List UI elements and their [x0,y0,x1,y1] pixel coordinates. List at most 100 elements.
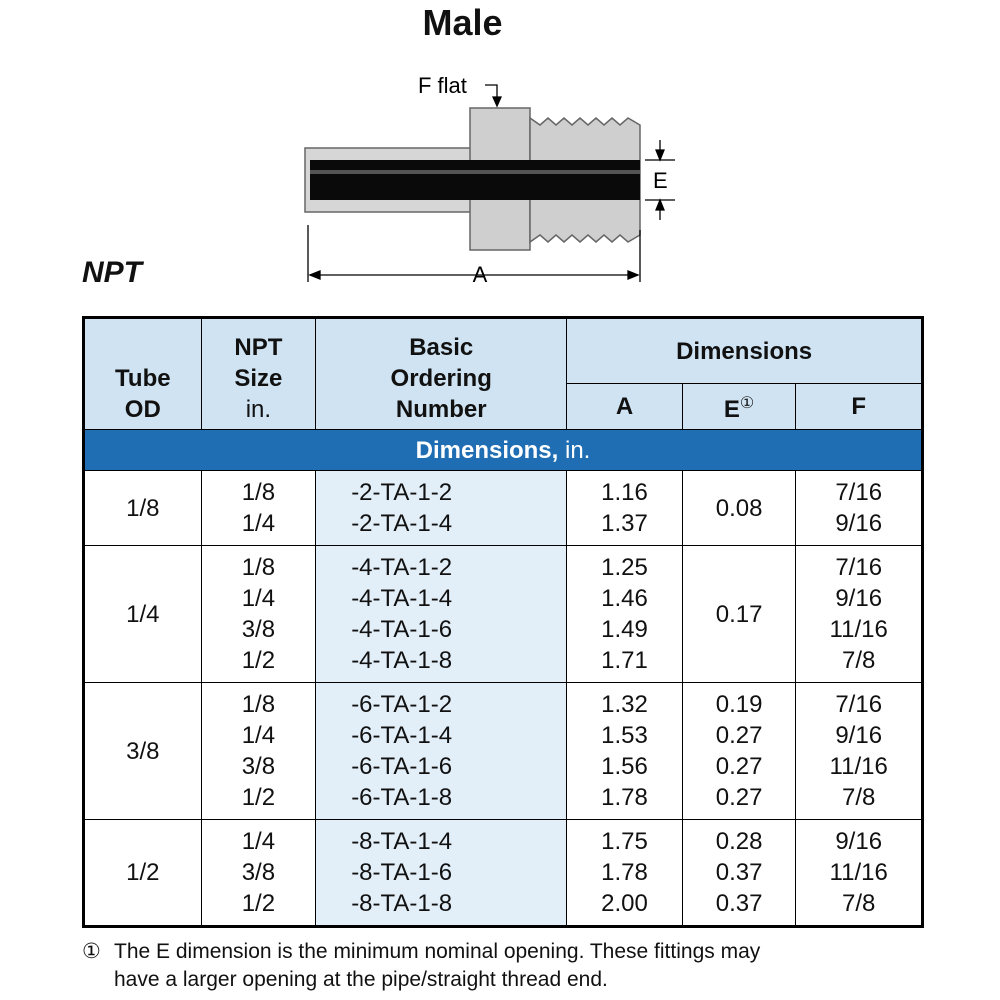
footnote-mark: ① [82,940,101,963]
title: Male [422,2,503,43]
cell-text: 1.46 [601,585,648,612]
header-text: Tube [115,365,171,392]
cell-text: -2-TA-1-4 [351,510,453,537]
band-label: Dimensions, [415,436,559,464]
cell-a: 1.25 1.46 1.49 1.71 [566,545,683,683]
header-f: F [795,383,923,430]
cell-text: 0.27 [715,722,763,749]
cell-text: 0.37 [715,890,763,917]
cell-text: -6-TA-1-6 [351,753,453,780]
diagram: F flat E A [304,73,675,287]
cell-text: 11/16 [829,753,888,780]
cell-text: -6-TA-1-4 [351,722,453,749]
header-text: E [723,396,740,423]
tube-od: 1/4 [83,545,202,683]
cell-text: -6-TA-1-8 [351,784,453,811]
cell-text: 9/16 [835,722,883,749]
cell-text: 1.16 [601,479,648,506]
cell-text: 11/16 [829,616,888,643]
cell-text: 9/16 [835,585,883,612]
subtitle: NPT [82,256,142,289]
cell-text: 1.25 [601,554,648,581]
cell-f: 7/16 9/16 [795,470,923,546]
cell-text: 1.37 [601,510,648,537]
tube-od: 1/2 [83,819,202,927]
header-text: Size [234,365,283,392]
cell-text: 1.75 [601,828,648,855]
header-e: E① [681,383,797,430]
cell-text: 1/4 [241,585,276,612]
header-dimensions: Dimensions [566,317,923,384]
cell-e: 0.17 [681,545,797,683]
cell-text: 7/16 [835,554,883,581]
cell-number: -8-TA-1-4 -8-TA-1-6 -8-TA-1-8 [315,819,568,927]
footnote: ① The E dimension is the minimum nominal… [82,938,760,994]
cell-f: 7/16 9/16 11/16 7/8 [795,682,923,820]
cell-text: -8-TA-1-4 [351,828,453,855]
cell-text: 1.53 [601,722,648,749]
cell-npt: 1/4 3/8 1/2 [200,819,317,927]
cell-text: 1/8 [241,691,276,718]
cell-text: 3/8 [241,753,276,780]
cell-text: 1/4 [241,828,276,855]
cell-e: 0.19 0.27 0.27 0.27 [681,682,797,820]
header-a: A [566,383,683,430]
cell-a: 1.75 1.78 2.00 [566,819,683,927]
dimension-lines [307,84,675,282]
cell-text: 0.28 [715,828,763,855]
cell-text: 1/2 [241,647,276,674]
table-body: 1/8 1/8 1/4 -2-TA-1-2 -2-TA-1-4 1.16 1.37 0.08 7… [83,470,923,927]
cell-npt: 1/8 1/4 3/8 1/2 [200,545,317,683]
cell-e: 0.28 0.37 0.37 [681,819,797,927]
cell-text: -8-TA-1-6 [351,859,453,886]
cell-text: -4-TA-1-8 [351,647,453,674]
header-text: Basic [409,334,474,361]
tube-od: 1/8 [83,470,202,546]
cell-text: 0.27 [715,753,763,780]
header-ordering: Basic Ordering Number [315,317,568,430]
cell-text: 1/8 [241,554,276,581]
cell-text: 11/16 [829,859,888,886]
row-group: 1/4 1/8 1/4 3/8 1/2 -4-TA-1-2 -4-TA-1-4 -4-TA-1… [83,545,923,683]
cell-text: 0.27 [715,784,763,811]
cell-e: 0.08 [681,470,797,546]
row-group: 3/8 1/8 1/4 3/8 1/2 -6-TA-1-2 -6-TA-1-4 -6-TA-1… [83,682,923,820]
cell-npt: 1/8 1/4 3/8 1/2 [200,682,317,820]
header-text: Ordering [390,365,492,392]
cell-text: 3/8 [241,859,276,886]
cell-text: -2-TA-1-2 [351,479,453,506]
cell-text: 1.49 [601,616,648,643]
cell-text: -4-TA-1-4 [351,585,453,612]
cell-text: 7/8 [842,647,876,674]
band-unit: in. [565,436,591,464]
header-text: OD [124,396,161,423]
header-text: Number [395,396,487,423]
cell-text: 1.32 [601,691,648,718]
cell-text: 1/2 [241,784,276,811]
cell-text: 7/16 [835,691,883,718]
footnote-mark: ① [739,395,755,412]
table: Tube OD NPT Size in. Basic Ordering Number Di… [82,316,924,928]
a-label: A [473,262,488,287]
cell-f: 9/16 11/16 7/8 [795,819,923,927]
cell-text: 0.08 [715,494,763,522]
row-group: 1/2 1/4 3/8 1/2 -8-TA-1-4 -8-TA-1-6 -8-TA-1-8 1… [83,819,923,927]
footnote-line: The E dimension is the minimum nominal o… [114,940,761,963]
header-text: NPT [234,334,283,361]
cell-text: 2.00 [601,890,648,917]
cell-text: 7/8 [842,784,876,811]
cell-npt: 1/8 1/4 [200,470,317,546]
header-npt: NPT Size in. [200,317,317,430]
f-label: F flat [418,73,467,98]
cell-number: -6-TA-1-2 -6-TA-1-4 -6-TA-1-6 -6-TA-1-8 [315,682,568,820]
cell-number: -4-TA-1-2 -4-TA-1-4 -4-TA-1-6 -4-TA-1-8 [315,545,568,683]
cell-text: 1.78 [601,784,648,811]
cell-text: -4-TA-1-2 [351,554,453,581]
cell-text: 9/16 [835,510,883,537]
cell-text: 7/16 [835,479,883,506]
cell-text: 1/4 [241,722,276,749]
cell-text: 1/8 [241,479,276,506]
cell-text: 1/2 [241,890,276,917]
cell-a: 1.32 1.53 1.56 1.78 [566,682,683,820]
